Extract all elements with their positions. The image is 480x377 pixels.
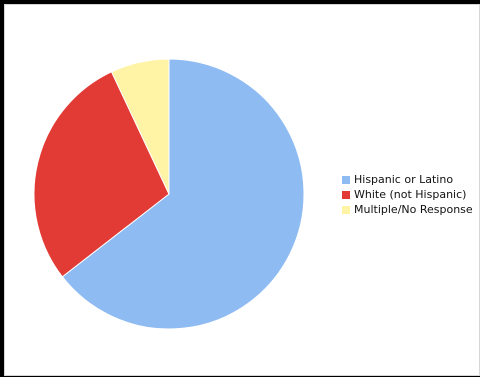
pie-slice-multiple-no-response [110,58,170,195]
legend-item-hispanic: Hispanic or Latino [342,172,473,187]
pie-chart [33,58,305,330]
legend-label-multiple: Multiple/No Response [354,203,473,216]
legend-label-white: White (not Hispanic) [354,188,467,201]
legend-label-hispanic: Hispanic or Latino [354,173,454,186]
chart-panel: Hispanic or Latino White (not Hispanic) … [4,4,480,376]
legend-swatch-white [342,190,350,199]
legend-item-multiple: Multiple/No Response [342,202,473,217]
chart-legend: Hispanic or Latino White (not Hispanic) … [342,172,473,217]
pie-slice-hispanic-or-latino [61,58,305,330]
legend-swatch-hispanic [342,175,350,184]
legend-item-white: White (not Hispanic) [342,187,473,202]
legend-swatch-multiple [342,205,350,214]
pie-slices [33,58,305,330]
